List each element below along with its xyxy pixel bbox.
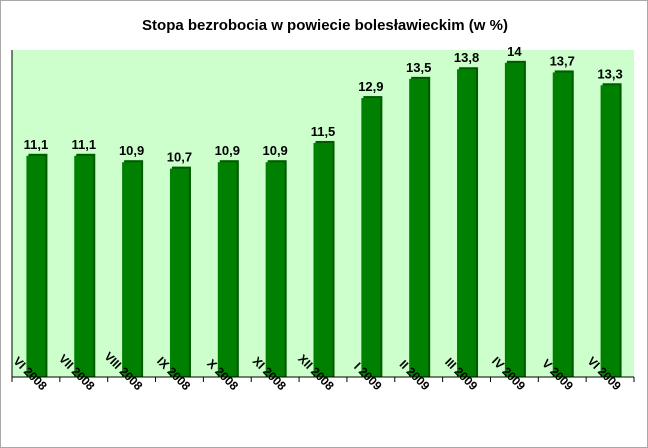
bar: [26, 155, 46, 377]
bar: [265, 162, 285, 377]
bars-group: [26, 60, 622, 378]
bar-value-label: 11,5: [311, 124, 336, 139]
chart-title: Stopa bezrobocia w powiecie bolesławieck…: [142, 17, 508, 34]
bar: [122, 162, 142, 377]
bar-value-label: 11,1: [24, 137, 49, 152]
bar-value-label: 13,7: [550, 53, 575, 68]
bar-value-label: 10,9: [119, 143, 144, 158]
bar: [74, 155, 94, 377]
x-ticks-group: [11, 377, 635, 382]
bar-value-label: 13,5: [406, 60, 431, 75]
bar: [600, 85, 620, 377]
bar-value-label: 13,8: [454, 50, 479, 65]
bar: [504, 62, 524, 378]
bar: [217, 162, 237, 377]
bar-value-label: 14: [507, 44, 522, 59]
bar: [409, 78, 429, 378]
bar: [457, 69, 477, 377]
bar-value-label: 11,1: [71, 137, 96, 152]
bar: [313, 142, 333, 377]
bar-value-label: 10,9: [215, 143, 240, 158]
value-labels-group: 11,1 11,1 10,9 10,7 10,9 10,9 11,5 12,9 13,5 13,8…: [24, 44, 623, 165]
bar-value-label: 10,7: [167, 150, 192, 165]
bar: [361, 98, 381, 378]
bar: [552, 72, 572, 378]
bar-value-label: 12,9: [358, 79, 383, 94]
bar-value-label: 10,9: [262, 143, 287, 158]
bar: [169, 168, 189, 377]
bar-value-label: 13,3: [597, 66, 622, 81]
